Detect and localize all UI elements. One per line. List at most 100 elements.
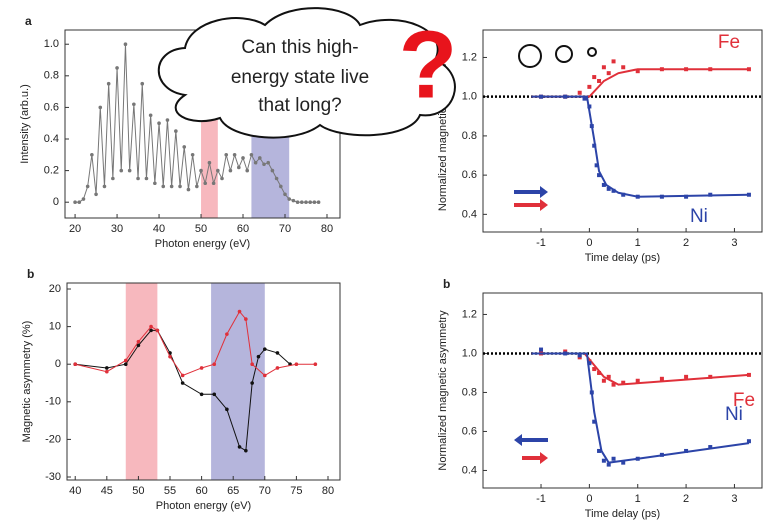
- data-point: [606, 462, 611, 467]
- data-point: [161, 184, 166, 189]
- data-point: [85, 184, 90, 189]
- x-tick-label: 1: [635, 237, 641, 249]
- x-tick-label: 65: [227, 485, 239, 497]
- data-point: [577, 90, 582, 95]
- callout-text: Can this high-: [241, 37, 358, 58]
- data-point: [587, 104, 592, 109]
- arrow: [514, 199, 548, 211]
- data-point: [123, 42, 128, 47]
- y-tick-label: 0.6: [462, 169, 477, 181]
- data-point: [563, 351, 568, 356]
- data-point: [199, 168, 203, 173]
- arrow: [522, 452, 548, 464]
- data-point: [316, 200, 321, 205]
- data-point: [708, 67, 713, 72]
- data-point: [81, 197, 86, 201]
- data-point: [684, 374, 689, 379]
- data-point: [270, 168, 275, 173]
- data-point: [244, 448, 248, 453]
- data-point: [136, 339, 141, 344]
- data-point: [611, 382, 616, 387]
- x-tick-label: 55: [164, 485, 176, 497]
- data-point: [594, 163, 599, 168]
- y-tick-label: 0.8: [462, 386, 477, 398]
- data-point: [606, 71, 611, 76]
- data-point: [249, 153, 254, 157]
- data-point: [237, 165, 241, 170]
- fit-line: [531, 68, 749, 98]
- data-point: [123, 358, 128, 363]
- x-axis-label: Time delay (ps): [585, 508, 660, 520]
- data-point: [105, 366, 109, 370]
- data-point: [304, 200, 308, 205]
- data-point: [119, 168, 124, 173]
- x-tick-label: -1: [536, 493, 546, 505]
- data-point: [659, 376, 664, 381]
- data-point: [180, 381, 185, 385]
- data-point: [635, 378, 640, 383]
- plot-frame: [66, 282, 341, 481]
- callout: Can this high- energy state live that lo…: [157, 7, 597, 139]
- data-point: [601, 65, 606, 70]
- band: [211, 283, 265, 480]
- data-point: [224, 153, 229, 157]
- y-tick-label: 20: [49, 283, 61, 295]
- y-tick-label: 0.4: [44, 133, 59, 145]
- data-point: [597, 173, 602, 178]
- data-point: [312, 200, 317, 205]
- data-point: [287, 197, 291, 201]
- data-point: [299, 200, 304, 205]
- data-point: [539, 347, 544, 352]
- data-point: [178, 184, 182, 189]
- y-tick-label: 1.2: [462, 51, 477, 63]
- data-point: [225, 332, 229, 336]
- data-point: [149, 328, 153, 333]
- data-point: [597, 78, 602, 83]
- x-tick-label: 30: [111, 223, 123, 235]
- data-point: [127, 168, 132, 173]
- data-point: [169, 184, 174, 189]
- data-point: [241, 156, 245, 160]
- data-point: [149, 324, 153, 329]
- x-tick-label: 3: [731, 493, 737, 505]
- y-tick-label: 0.4: [462, 208, 477, 220]
- data-point: [611, 59, 616, 64]
- data-point: [195, 184, 199, 189]
- data-point: [611, 456, 616, 461]
- arrow: [514, 186, 548, 198]
- data-point: [621, 460, 626, 465]
- series-label: Fe: [718, 32, 740, 53]
- data-point: [105, 369, 109, 374]
- data-point: [212, 392, 217, 397]
- band: [125, 283, 158, 480]
- data-point: [592, 419, 597, 424]
- data-point: [237, 309, 242, 314]
- data-point: [262, 373, 267, 378]
- x-axis-label: Photon energy (eV): [156, 500, 251, 512]
- data-point: [212, 362, 217, 367]
- x-tick-label: 1: [635, 493, 641, 505]
- x-tick-label: 20: [69, 223, 81, 235]
- data-point: [199, 392, 204, 397]
- data-point: [140, 81, 145, 86]
- data-point: [199, 366, 204, 370]
- data-point: [597, 370, 602, 375]
- data-point: [258, 156, 262, 160]
- data-point: [180, 373, 185, 378]
- series-line: [75, 310, 316, 377]
- panel: 40 45 50 55 60 65 70 75 80 -30 -20 -10 0 10 20 Photon e…: [21, 267, 341, 512]
- data-point: [165, 118, 170, 122]
- data-point: [746, 439, 751, 444]
- data-point: [174, 129, 178, 133]
- x-tick-label: 0: [586, 237, 592, 249]
- data-point: [601, 458, 606, 463]
- data-point: [186, 187, 191, 192]
- panel-label: b: [443, 277, 450, 291]
- data-point: [111, 176, 115, 181]
- data-point: [245, 168, 250, 173]
- x-tick-label: 50: [195, 223, 207, 235]
- x-tick-label: 80: [322, 485, 334, 497]
- data-point: [216, 168, 220, 173]
- data-point: [635, 456, 640, 461]
